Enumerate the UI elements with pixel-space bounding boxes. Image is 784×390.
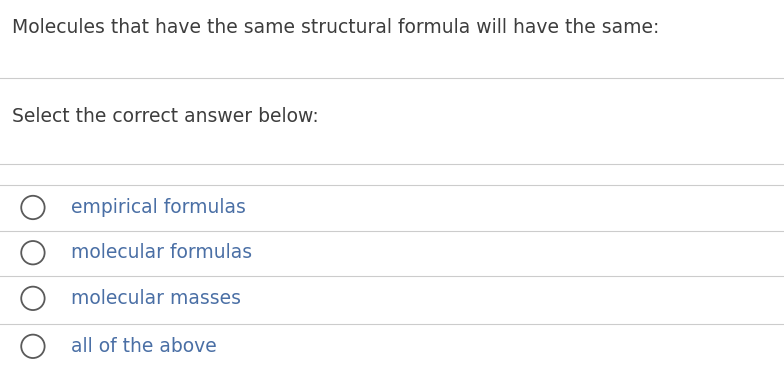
Text: molecular masses: molecular masses	[71, 289, 241, 308]
Text: empirical formulas: empirical formulas	[71, 198, 245, 217]
Text: Molecules that have the same structural formula will have the same:: Molecules that have the same structural …	[12, 18, 659, 37]
Text: molecular formulas: molecular formulas	[71, 243, 252, 262]
Text: Select the correct answer below:: Select the correct answer below:	[12, 108, 318, 126]
Text: all of the above: all of the above	[71, 337, 216, 356]
